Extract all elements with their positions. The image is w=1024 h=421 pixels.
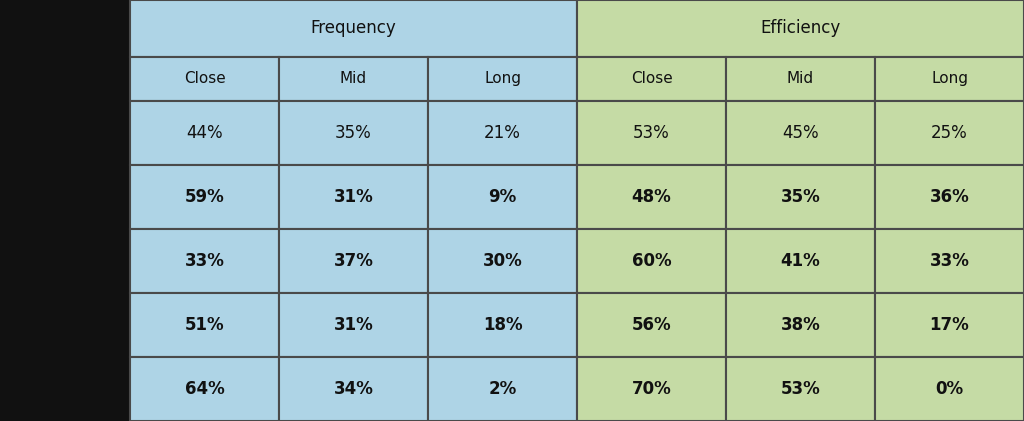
- Bar: [130, 0, 578, 57]
- Text: 53%: 53%: [780, 380, 820, 398]
- Text: 60%: 60%: [632, 252, 672, 270]
- Text: 35%: 35%: [335, 124, 372, 142]
- Bar: [578, 101, 726, 165]
- Text: 34%: 34%: [334, 380, 374, 398]
- Text: 2%: 2%: [488, 380, 517, 398]
- Text: 56%: 56%: [632, 316, 672, 334]
- Bar: [874, 57, 1024, 101]
- Text: 59%: 59%: [184, 188, 224, 206]
- Bar: [874, 357, 1024, 421]
- Bar: [279, 229, 428, 293]
- Bar: [279, 165, 428, 229]
- Text: 38%: 38%: [780, 316, 820, 334]
- Bar: [874, 229, 1024, 293]
- Bar: [578, 293, 726, 357]
- Text: 25%: 25%: [931, 124, 968, 142]
- Text: 9%: 9%: [488, 188, 517, 206]
- Bar: [130, 293, 279, 357]
- Bar: [428, 293, 578, 357]
- Text: Long: Long: [484, 72, 521, 86]
- Bar: [578, 357, 726, 421]
- Bar: [279, 357, 428, 421]
- Text: 53%: 53%: [633, 124, 670, 142]
- Text: 33%: 33%: [184, 252, 224, 270]
- Bar: [726, 293, 874, 357]
- Text: 70%: 70%: [632, 380, 672, 398]
- Text: 33%: 33%: [930, 252, 970, 270]
- Text: 0%: 0%: [936, 380, 964, 398]
- Text: 64%: 64%: [184, 380, 224, 398]
- Text: 37%: 37%: [334, 252, 374, 270]
- Bar: [428, 57, 578, 101]
- Text: 41%: 41%: [780, 252, 820, 270]
- Bar: [726, 229, 874, 293]
- Text: 51%: 51%: [184, 316, 224, 334]
- Bar: [578, 57, 726, 101]
- Text: 31%: 31%: [334, 316, 374, 334]
- Bar: [130, 229, 279, 293]
- Bar: [130, 101, 279, 165]
- Bar: [726, 165, 874, 229]
- Bar: [874, 165, 1024, 229]
- Text: Close: Close: [183, 72, 225, 86]
- Bar: [726, 101, 874, 165]
- Text: 45%: 45%: [782, 124, 819, 142]
- Text: 44%: 44%: [186, 124, 223, 142]
- Text: Close: Close: [631, 72, 673, 86]
- Bar: [874, 293, 1024, 357]
- Bar: [578, 229, 726, 293]
- Text: 35%: 35%: [780, 188, 820, 206]
- Bar: [428, 101, 578, 165]
- Text: 48%: 48%: [632, 188, 672, 206]
- Text: 36%: 36%: [930, 188, 970, 206]
- Text: 31%: 31%: [334, 188, 374, 206]
- Bar: [428, 357, 578, 421]
- Text: Mid: Mid: [340, 72, 367, 86]
- Bar: [726, 57, 874, 101]
- Text: Mid: Mid: [787, 72, 814, 86]
- Text: 18%: 18%: [482, 316, 522, 334]
- Bar: [428, 165, 578, 229]
- Bar: [279, 57, 428, 101]
- Text: 30%: 30%: [482, 252, 522, 270]
- Bar: [130, 357, 279, 421]
- Text: 21%: 21%: [484, 124, 521, 142]
- Bar: [578, 0, 1024, 57]
- Text: 17%: 17%: [930, 316, 970, 334]
- Bar: [279, 293, 428, 357]
- Bar: [874, 101, 1024, 165]
- Bar: [578, 165, 726, 229]
- Text: Efficiency: Efficiency: [761, 19, 841, 37]
- Text: Long: Long: [931, 72, 968, 86]
- Bar: [428, 229, 578, 293]
- Bar: [130, 57, 279, 101]
- Bar: [726, 357, 874, 421]
- Bar: [279, 101, 428, 165]
- Bar: [130, 165, 279, 229]
- Text: Frequency: Frequency: [310, 19, 396, 37]
